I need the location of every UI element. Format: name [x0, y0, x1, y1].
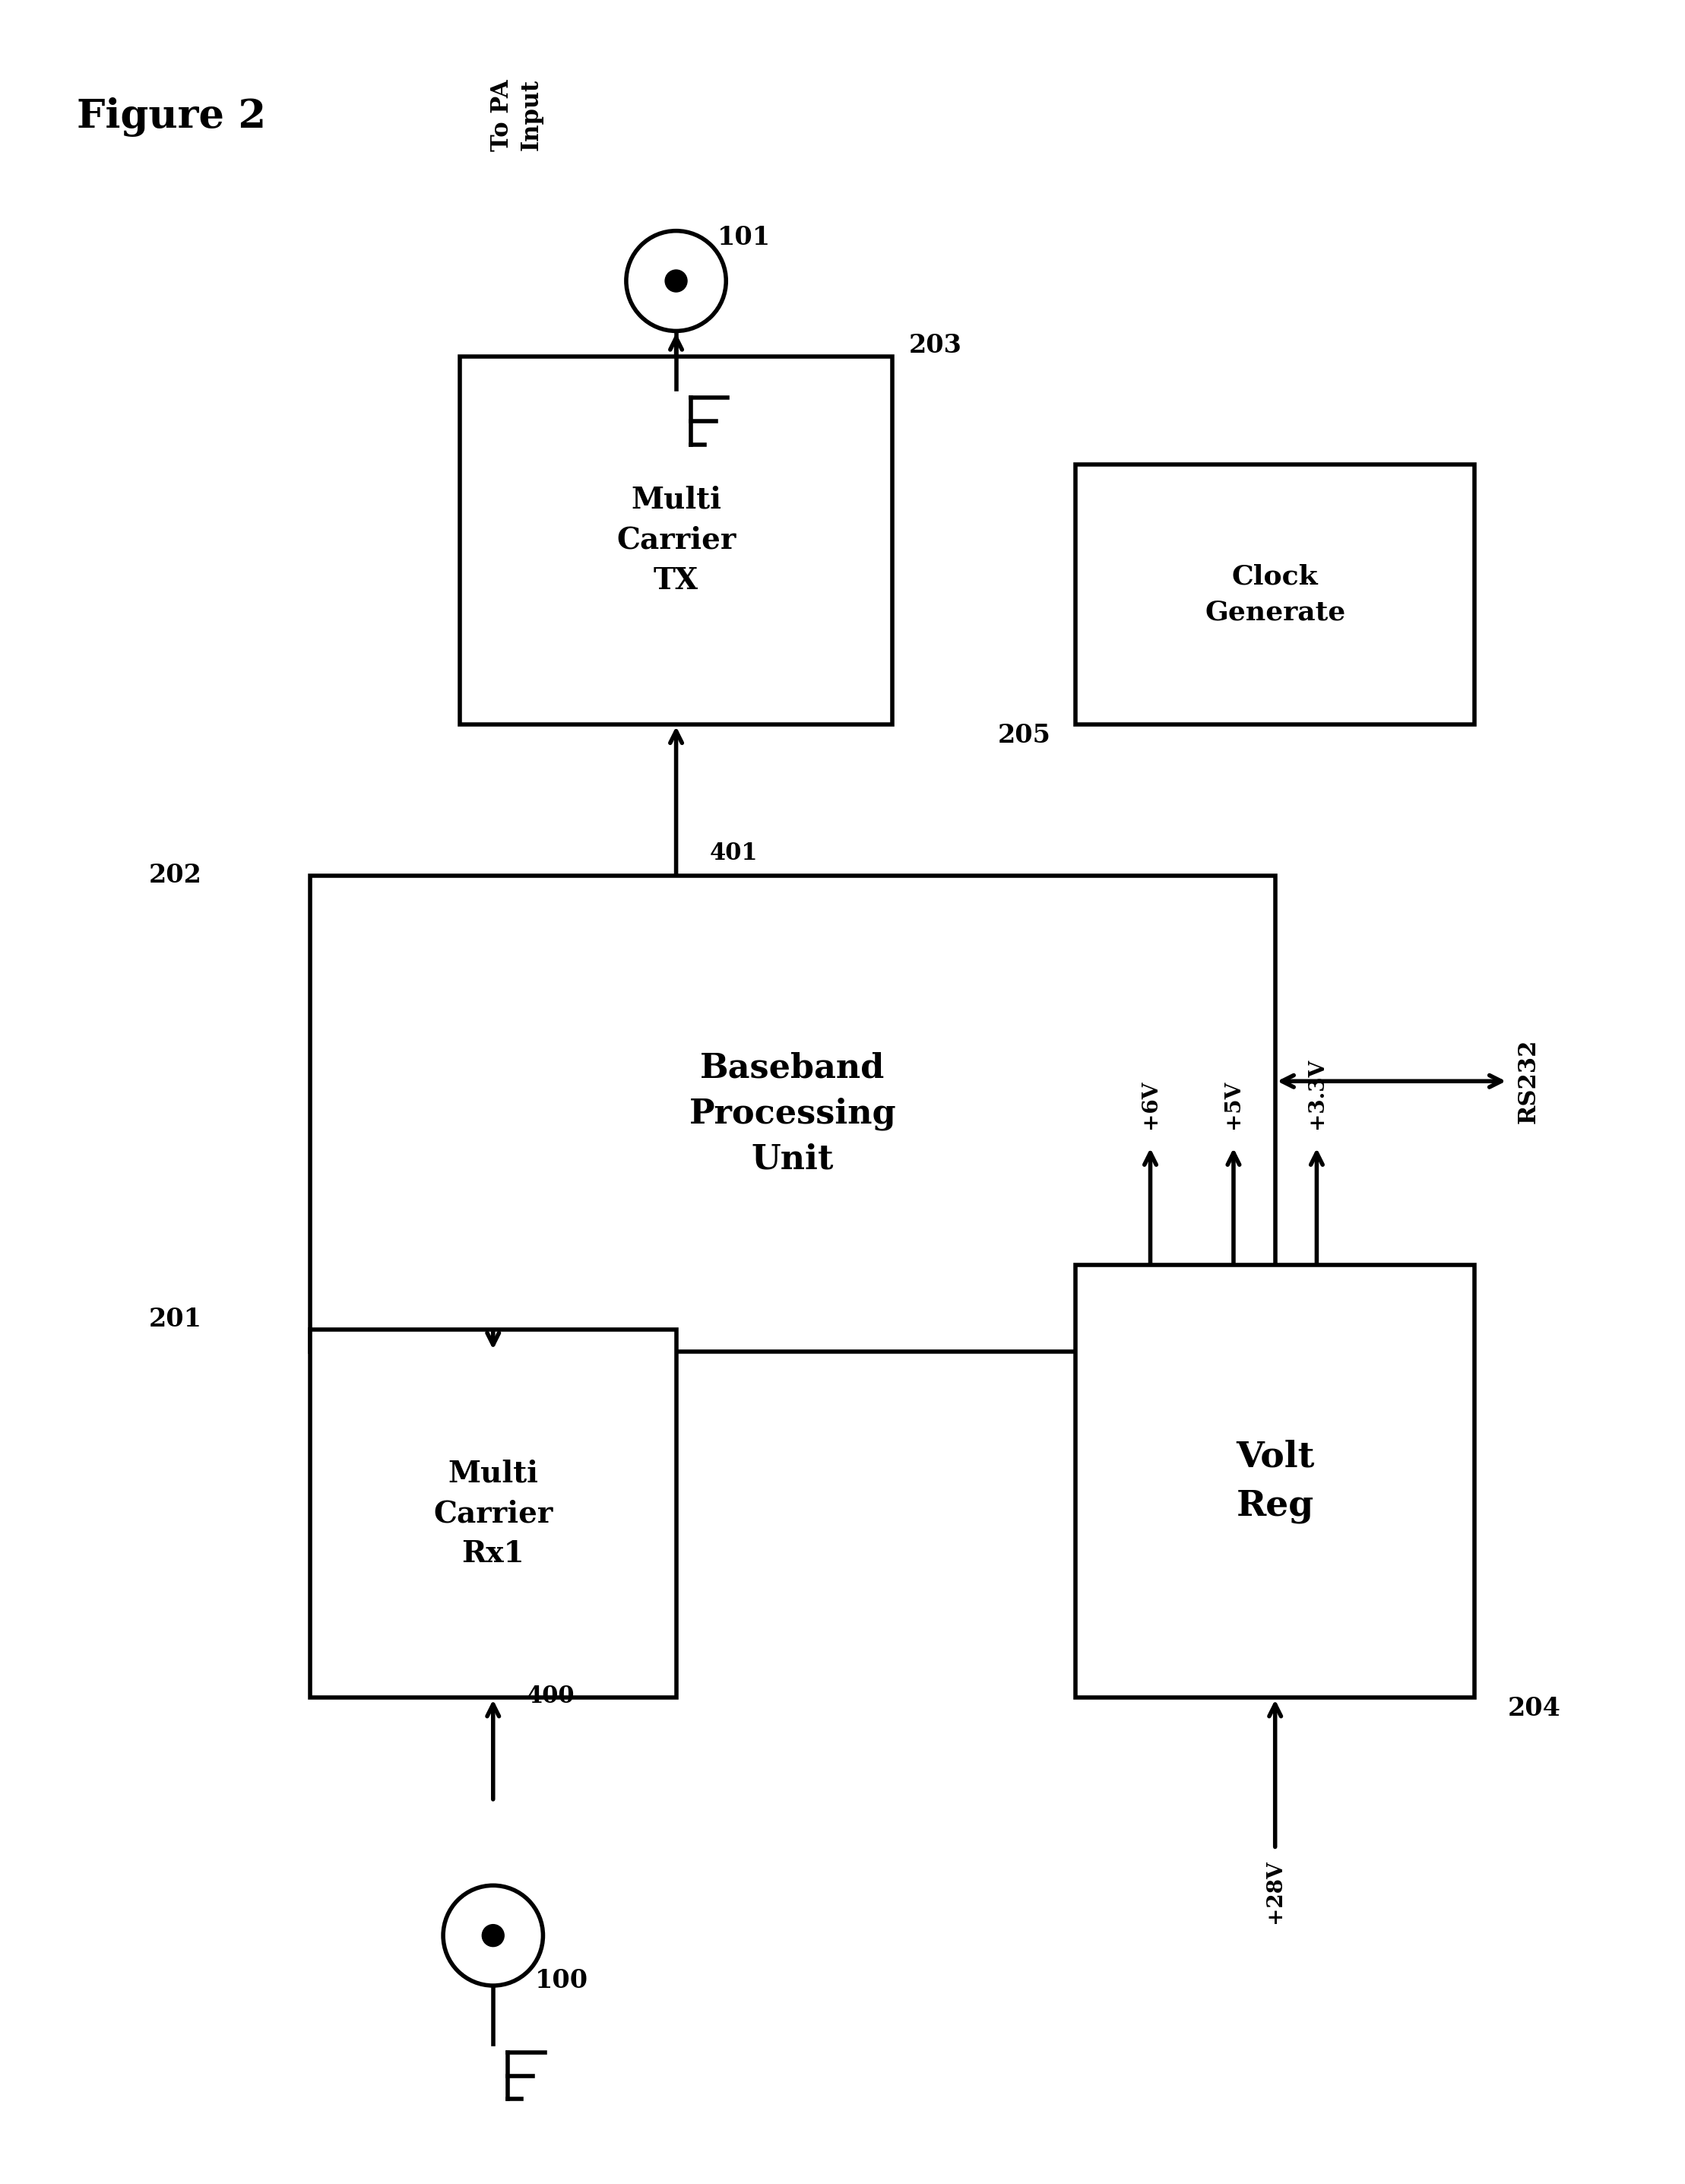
Bar [460, 356, 893, 725]
Bar [310, 1330, 676, 1697]
Text: Figure 2: Figure 2 [78, 96, 266, 138]
Text: 401: 401 [709, 841, 758, 865]
Text: Baseband
Processing
Unit: Baseband Processing Unit [689, 1051, 896, 1175]
Text: 201: 201 [148, 1306, 202, 1332]
Text: +3.3V: +3.3V [1306, 1057, 1328, 1129]
Bar [310, 876, 1276, 1352]
Ellipse shape [443, 1885, 543, 1985]
Text: 400: 400 [526, 1684, 575, 1708]
Text: +5V: +5V [1223, 1079, 1244, 1129]
Text: +28V: +28V [1265, 1861, 1286, 1924]
Text: Clock
Generate: Clock Generate [1205, 563, 1346, 625]
Text: RS232: RS232 [1516, 1040, 1540, 1123]
Text: To PA
Input: To PA Input [490, 79, 543, 151]
Text: 205: 205 [998, 723, 1050, 747]
Ellipse shape [627, 232, 726, 332]
Ellipse shape [666, 271, 687, 293]
Text: Multi
Carrier
Rx1: Multi Carrier Rx1 [433, 1459, 553, 1568]
Text: +6V: +6V [1141, 1079, 1161, 1129]
Bar [1075, 1265, 1474, 1697]
Bar [1075, 465, 1474, 725]
Ellipse shape [482, 1924, 504, 1946]
Text: 101: 101 [718, 225, 772, 251]
Text: Volt
Reg: Volt Reg [1235, 1439, 1314, 1522]
Text: 100: 100 [534, 1968, 588, 1994]
Text: 202: 202 [148, 863, 202, 889]
Text: Multi
Carrier
TX: Multi Carrier TX [617, 485, 736, 596]
Text: 204: 204 [1508, 1697, 1562, 1721]
Text: 203: 203 [908, 334, 962, 358]
